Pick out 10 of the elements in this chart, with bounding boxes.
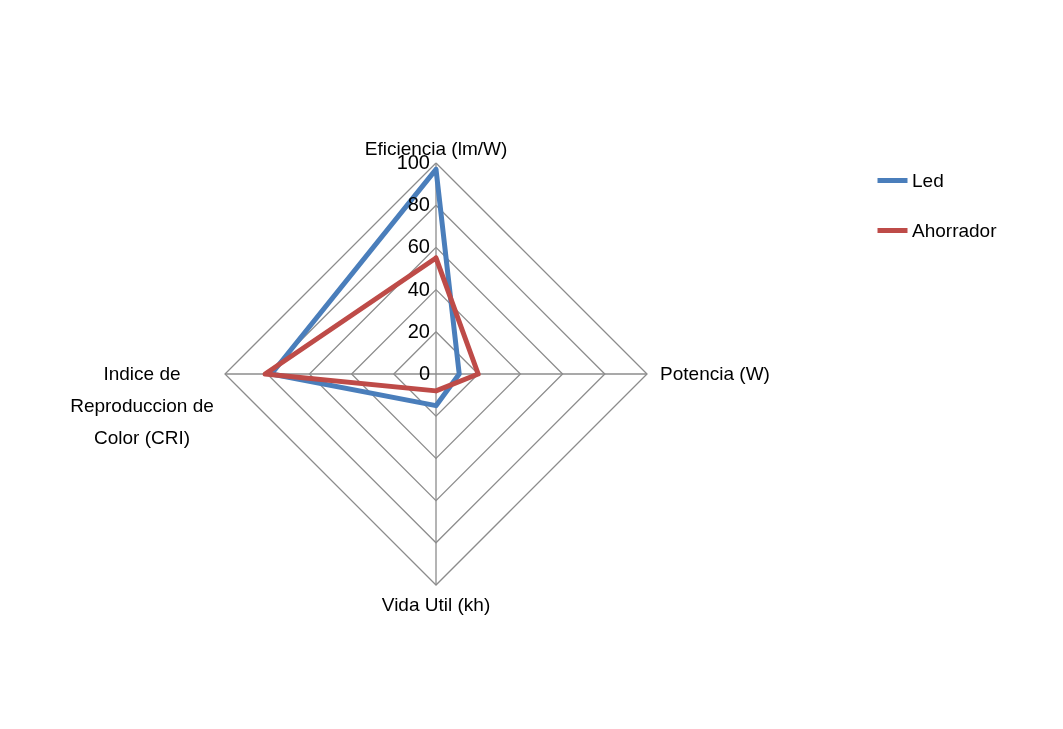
spoke-label: Indice de Reproduccion de Color (CRI): [70, 363, 214, 448]
y-tick-label: 60: [407, 235, 430, 258]
spoke-label: Potencia (W): [660, 363, 770, 384]
legend-label: Led: [912, 169, 944, 191]
spoke-label: Vida Util (kh): [381, 594, 491, 615]
y-tick-label: 40: [407, 277, 430, 300]
y-tick-label: 20: [407, 319, 430, 342]
y-tick-label: 0: [418, 362, 430, 384]
y-tick-label: 80: [407, 193, 430, 216]
legend-label: Ahorrador: [912, 219, 998, 241]
